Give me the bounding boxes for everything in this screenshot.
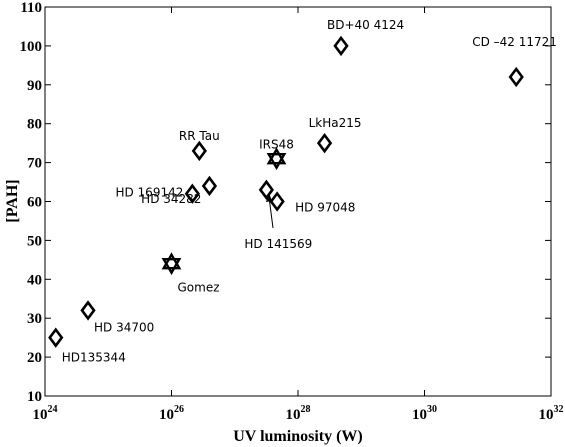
x-tick-exponent: 32 [554,404,564,415]
x-tick-label: 1026 [159,404,184,423]
marker-hd-141569 [258,179,274,200]
x-tick-base: 10 [539,407,554,423]
y-tick-label: 10 [27,389,42,405]
data-markers [48,35,524,348]
label-lkha215: LkHa215 [309,116,362,130]
y-tick-label: 80 [27,117,42,133]
y-tick-label: 90 [27,78,42,94]
marker-hd-34700 [80,300,96,321]
label-hd-97048: HD 97048 [295,201,355,215]
marker-rr-tau [191,140,207,162]
label-rr-tau: RR Tau [179,129,220,143]
y-tick-label: 110 [20,0,42,16]
label-gomez: Gomez [178,281,220,295]
y-axis-label: [PAH] [4,179,21,222]
marker-gomez [161,252,182,276]
x-tick-label: 1028 [286,404,311,423]
label-hd-34282: HD 34282 [141,192,201,206]
marker-hd135344 [48,327,64,348]
label-irs48: IRS48 [259,138,294,152]
marker-lkha215 [316,132,333,154]
x-axis-label: UV luminosity (W) [233,428,363,445]
x-tick-exponent: 28 [301,404,311,415]
y-tick-label: 100 [20,39,43,55]
y-tick-label: 60 [27,195,42,211]
y-tick-label: 70 [27,156,42,172]
x-tick-base: 10 [412,407,427,423]
x-tick-exponent: 30 [427,404,437,415]
label-bd-40-4124: BD+40 4124 [327,18,404,32]
y-tick-label: 20 [27,350,42,366]
marker-hd-97048 [269,191,285,212]
y-tick-label: 30 [27,311,42,327]
x-tick-label: 1024 [33,404,58,423]
hd141569-pointer-line [268,196,274,229]
label-hd135344: HD135344 [62,351,126,365]
x-tick-base: 10 [159,407,174,423]
x-tick-base: 10 [286,407,301,423]
marker-bd-40-4124 [333,35,349,57]
marker-hd-34282 [201,175,218,197]
marker-hd-169142 [184,183,200,204]
label-hd-34700: HD 34700 [94,320,154,334]
hd141569-pointer-arrowhead [266,193,272,202]
x-tick-exponent: 26 [174,404,184,415]
y-tick-label: 50 [27,233,42,249]
marker-irs48 [266,147,287,171]
x-tick-label: 1030 [412,404,437,423]
y-tick-label: 40 [27,272,42,288]
label-hd-169142: HD 169142 [115,186,183,200]
x-tick-exponent: 24 [48,404,58,415]
point-labels: HD135344 HD 34700 Gomez HD 169142 RR Tau HD 3… [62,18,557,365]
x-tick-label: 1032 [539,404,564,423]
label-hd-141569: HD 141569 [244,237,312,251]
x-tick-base: 10 [33,407,48,423]
label-cd-42-11721: CD –42 11721 [472,35,557,49]
marker-cd-42-11721 [508,66,524,88]
